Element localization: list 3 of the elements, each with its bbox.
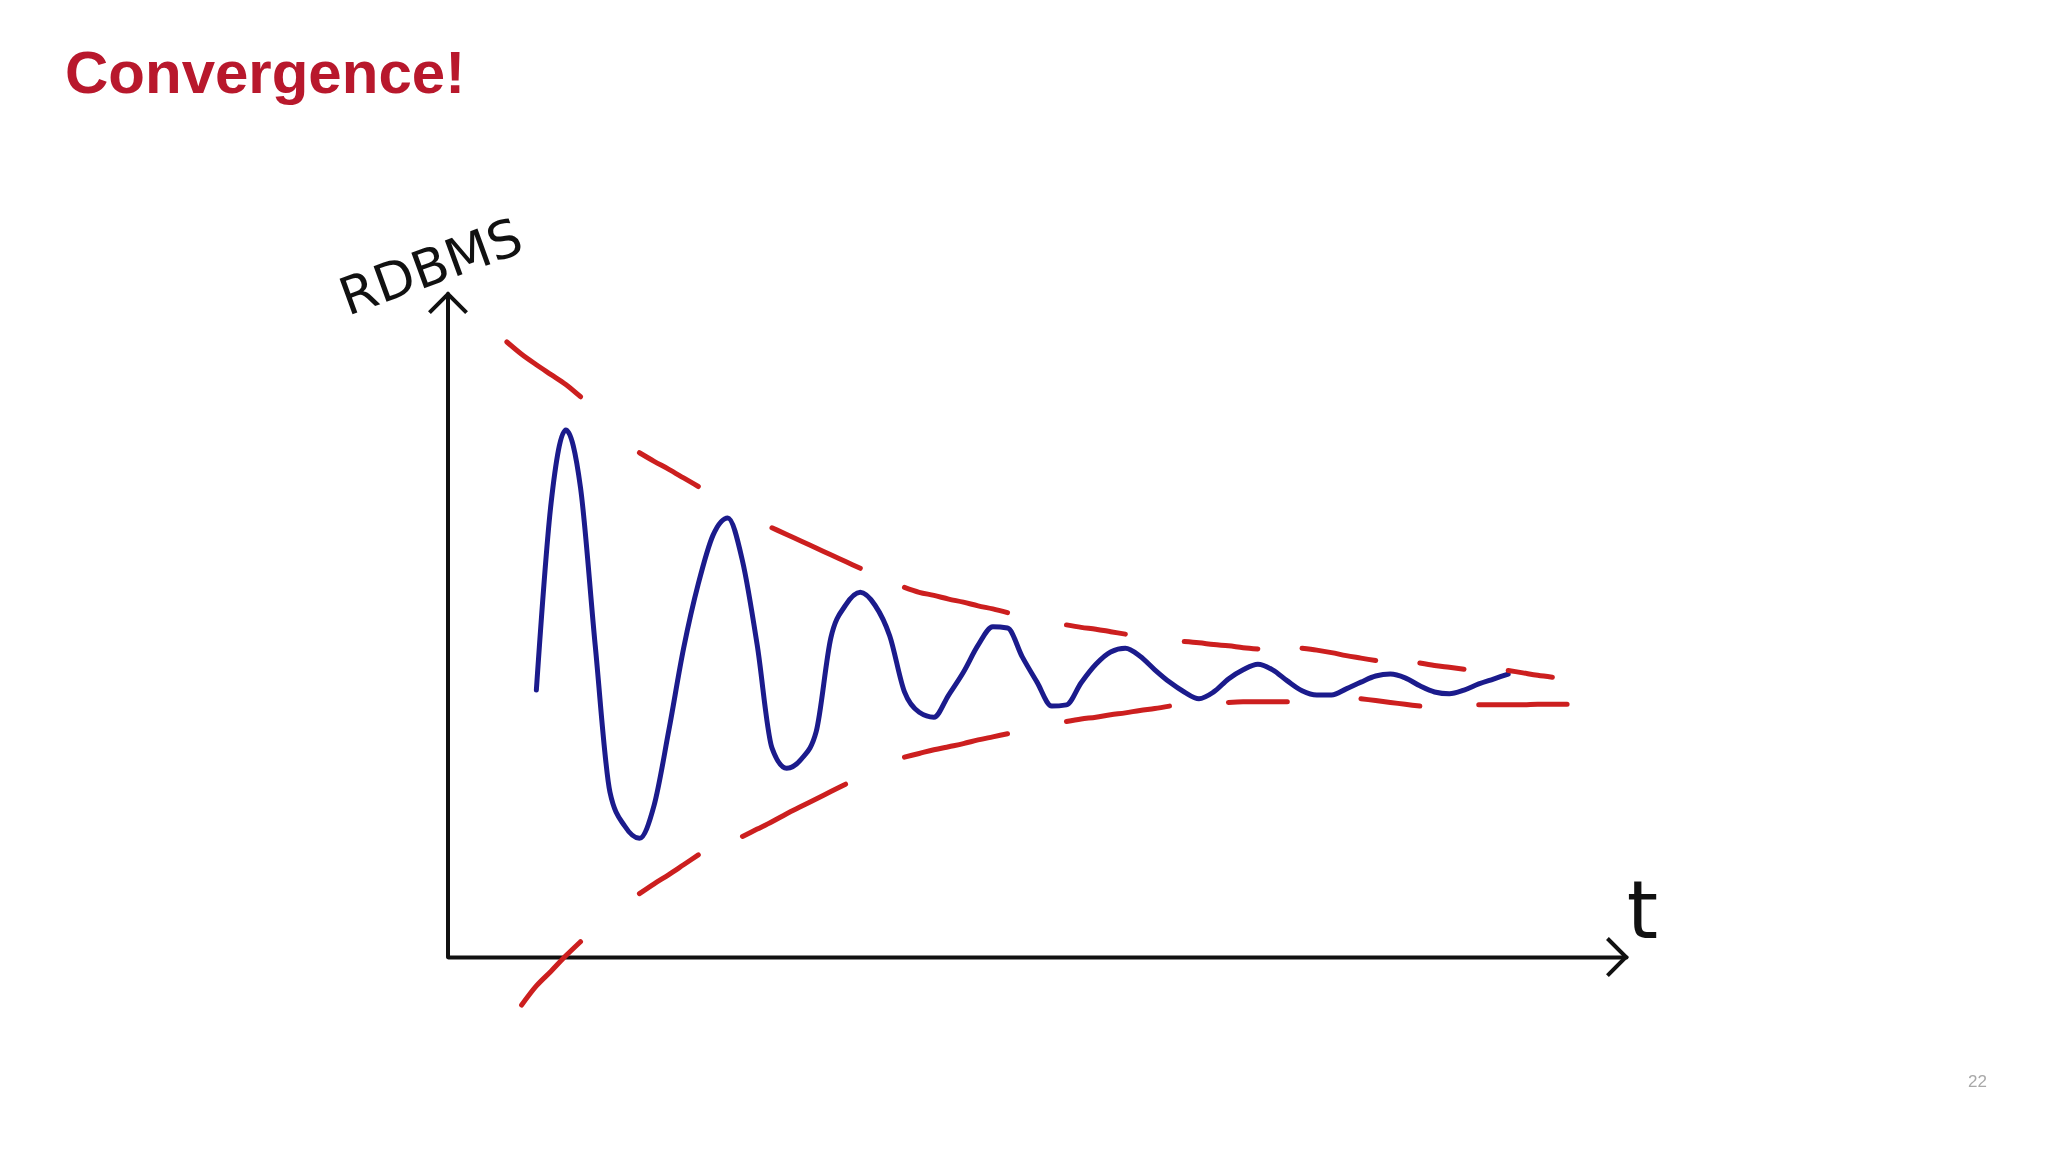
chart-title: Convergence! <box>65 39 466 107</box>
text: 22 <box>1968 1072 1987 1091</box>
x-axis-title: t <box>1626 863 1659 957</box>
